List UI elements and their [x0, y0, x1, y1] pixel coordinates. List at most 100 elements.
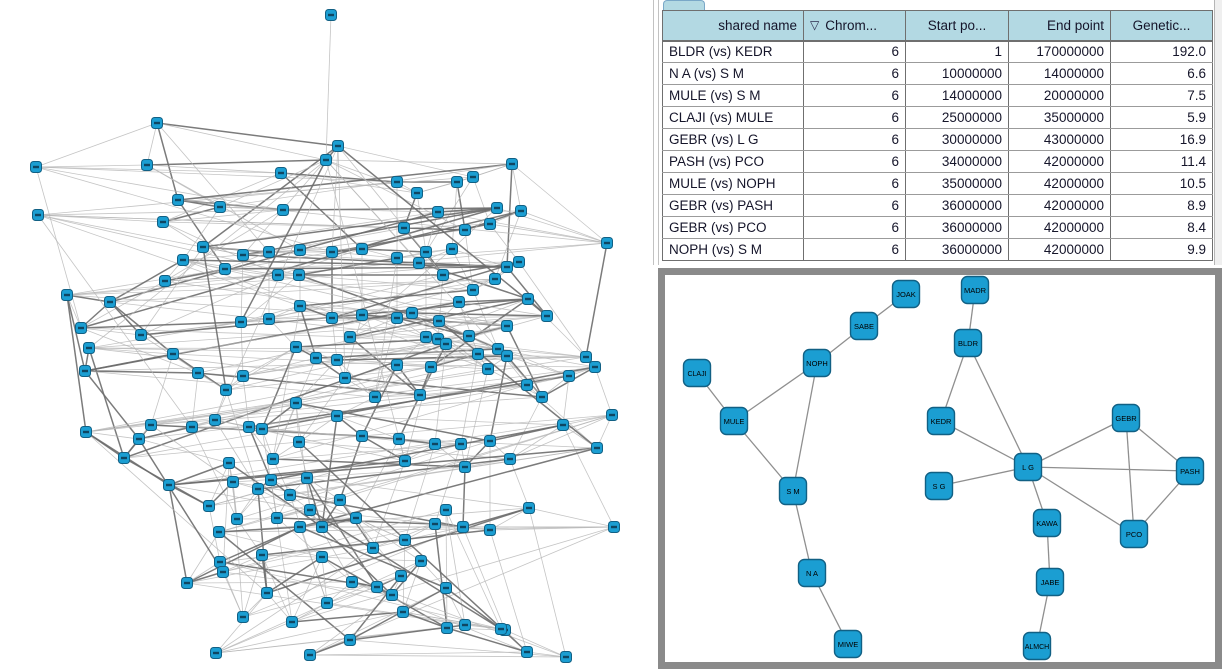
network-edge	[162, 221, 204, 248]
cell-value[interactable]: 42000000	[1008, 150, 1111, 173]
network-edge	[138, 438, 230, 464]
table-header-chrom-[interactable]: ▽ Chrom...	[803, 10, 906, 42]
network-node-sabe[interactable]: SABE	[849, 311, 879, 341]
network-edge	[186, 526, 301, 584]
network-node-joak[interactable]: JOAK	[891, 279, 921, 309]
table-header-shared-name[interactable]: shared name	[662, 10, 804, 42]
network-node-label-smudge	[138, 333, 144, 337]
cell-value[interactable]: 36000000	[905, 216, 1009, 239]
cell-value[interactable]: 6	[803, 172, 906, 195]
cell-value[interactable]: 35000000	[905, 172, 1009, 195]
cell-shared-name[interactable]: MULE (vs) S M	[662, 84, 804, 107]
network-node-almch[interactable]: ALMCH	[1022, 631, 1052, 661]
cell-shared-name[interactable]: CLAJI (vs) MULE	[662, 106, 804, 129]
network-node-bldr[interactable]: BLDR	[953, 328, 983, 358]
cell-value[interactable]: 1	[905, 40, 1009, 63]
cell-shared-name[interactable]: GEBR (vs) PASH	[662, 194, 804, 217]
table-row[interactable]: MULE (vs) S M 6 14000000 20000000 7.5	[662, 84, 1213, 107]
cell-shared-name[interactable]: GEBR (vs) PCO	[662, 216, 804, 239]
cell-shared-name[interactable]: GEBR (vs) L G	[662, 128, 804, 151]
network-node-label-smudge	[64, 293, 70, 297]
cell-value[interactable]: 34000000	[905, 150, 1009, 173]
cell-value[interactable]: 42000000	[1008, 172, 1111, 195]
cell-value[interactable]: 6	[803, 84, 906, 107]
table-row[interactable]: CLAJI (vs) MULE 6 25000000 35000000 5.9	[662, 106, 1213, 129]
cell-value[interactable]: 6	[803, 216, 906, 239]
filter-icon[interactable]: ▽	[810, 17, 820, 32]
cell-value[interactable]: 6	[803, 62, 906, 85]
network-node-madr[interactable]: MADR	[960, 275, 990, 305]
network-node-pash[interactable]: PASH	[1175, 456, 1205, 486]
cell-value[interactable]: 42000000	[1008, 194, 1111, 217]
table-row[interactable]: GEBR (vs) PASH 6 36000000 42000000 8.9	[662, 194, 1213, 217]
cell-value[interactable]: 8.9	[1110, 194, 1213, 217]
table-row[interactable]: PASH (vs) PCO 6 34000000 42000000 11.4	[662, 150, 1213, 173]
network-node-mule[interactable]: MULE	[719, 406, 749, 436]
cell-value[interactable]: 36000000	[905, 194, 1009, 217]
small-network-canvas[interactable]: JOAK SABE MADR BLDR NOPH CLAJI MULE KEDR GEBR L G…	[665, 275, 1215, 662]
cell-value[interactable]: 9.9	[1110, 238, 1213, 261]
cell-value[interactable]: 7.5	[1110, 84, 1213, 107]
table-scrollbar-track[interactable]	[1215, 0, 1222, 265]
cell-value[interactable]: 30000000	[905, 128, 1009, 151]
network-node-label-smudge	[319, 525, 325, 529]
cell-value[interactable]: 8.4	[1110, 216, 1213, 239]
network-node-miwe[interactable]: MIWE	[833, 629, 863, 659]
table-row[interactable]: GEBR (vs) L G 6 30000000 43000000 16.9	[662, 128, 1213, 151]
network-node-label-smudge	[524, 383, 530, 387]
network-node-jabe[interactable]: JABE	[1035, 567, 1065, 597]
cell-value[interactable]: 14000000	[905, 84, 1009, 107]
cell-shared-name[interactable]: PASH (vs) PCO	[662, 150, 804, 173]
cell-value[interactable]: 6	[803, 150, 906, 173]
cell-shared-name[interactable]: MULE (vs) NOPH	[662, 172, 804, 195]
network-node-label: JABE	[1041, 578, 1060, 587]
cell-value[interactable]: 6	[803, 194, 906, 217]
table-row[interactable]: GEBR (vs) PCO 6 36000000 42000000 8.4	[662, 216, 1213, 239]
table-row[interactable]: MULE (vs) NOPH 6 35000000 42000000 10.5	[662, 172, 1213, 195]
large-network-canvas[interactable]	[0, 0, 655, 669]
cell-value[interactable]: 6.6	[1110, 62, 1213, 85]
table-header-end-point[interactable]: End point	[1008, 10, 1111, 42]
network-node-label-smudge	[334, 358, 340, 362]
table-header-genetic-[interactable]: Genetic...	[1110, 10, 1213, 42]
network-node-s-m[interactable]: S M	[778, 476, 808, 506]
table-tab-stub[interactable]	[663, 0, 705, 10]
cell-value[interactable]: 20000000	[1008, 84, 1111, 107]
cell-value[interactable]: 36000000	[905, 238, 1009, 261]
cell-value[interactable]: 6	[803, 238, 906, 261]
cell-value[interactable]: 170000000	[1008, 40, 1111, 63]
network-node-pco[interactable]: PCO	[1119, 519, 1149, 549]
network-node-noph[interactable]: NOPH	[802, 348, 832, 378]
network-node-l-g[interactable]: L G	[1013, 452, 1043, 482]
cell-value[interactable]: 5.9	[1110, 106, 1213, 129]
cell-shared-name[interactable]: NOPH (vs) S M	[662, 238, 804, 261]
table-header-start-po-[interactable]: Start po...	[905, 10, 1009, 42]
cell-value[interactable]: 10.5	[1110, 172, 1213, 195]
table-row[interactable]: N A (vs) S M 6 10000000 14000000 6.6	[662, 62, 1213, 85]
cell-value[interactable]: 6	[803, 106, 906, 129]
network-node-n-a[interactable]: N A	[797, 558, 827, 588]
cell-value[interactable]: 42000000	[1008, 216, 1111, 239]
cell-value[interactable]: 35000000	[1008, 106, 1111, 129]
cell-shared-name[interactable]: BLDR (vs) KEDR	[662, 40, 804, 63]
cell-value[interactable]: 11.4	[1110, 150, 1213, 173]
cell-value[interactable]: 6	[803, 40, 906, 63]
cell-value[interactable]: 42000000	[1008, 238, 1111, 261]
cell-value[interactable]: 16.9	[1110, 128, 1213, 151]
cell-value[interactable]: 25000000	[905, 106, 1009, 129]
cell-value[interactable]: 43000000	[1008, 128, 1111, 151]
cell-value[interactable]: 192.0	[1110, 40, 1213, 63]
network-edge	[219, 561, 502, 630]
network-node-kedr[interactable]: KEDR	[926, 406, 956, 436]
cell-value[interactable]: 10000000	[905, 62, 1009, 85]
network-edge	[298, 441, 528, 653]
cell-value[interactable]: 6	[803, 128, 906, 151]
network-node-claji[interactable]: CLAJI	[682, 358, 712, 388]
cell-shared-name[interactable]: N A (vs) S M	[662, 62, 804, 85]
table-row[interactable]: NOPH (vs) S M 6 36000000 42000000 9.9	[662, 238, 1213, 261]
cell-value[interactable]: 14000000	[1008, 62, 1111, 85]
network-node-s-g[interactable]: S G	[924, 471, 954, 501]
network-node-kawa[interactable]: KAWA	[1032, 508, 1062, 538]
network-node-gebr[interactable]: GEBR	[1111, 403, 1141, 433]
table-row[interactable]: BLDR (vs) KEDR 6 1 170000000 192.0	[662, 40, 1213, 63]
